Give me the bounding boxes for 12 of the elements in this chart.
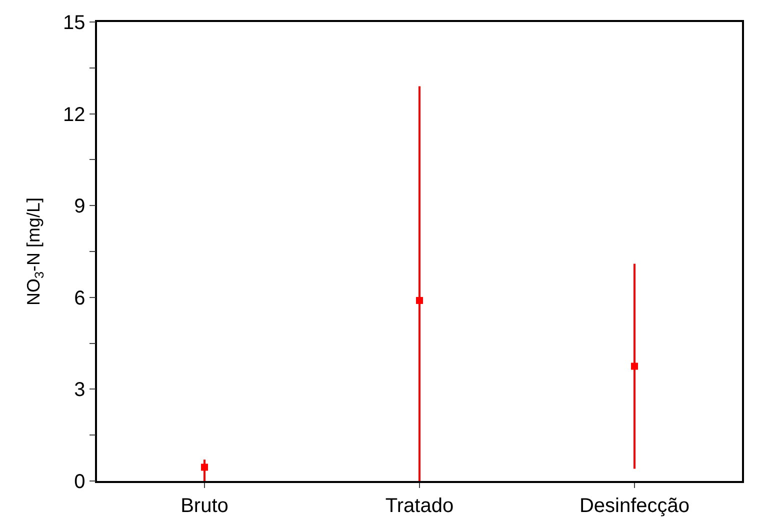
x-tick-label: Tratado bbox=[385, 494, 454, 517]
point bbox=[201, 464, 208, 471]
y-tick-label: 15 bbox=[63, 12, 86, 34]
x-tick-label: Desinfecção bbox=[579, 494, 690, 517]
y-tick-label: 3 bbox=[74, 379, 86, 402]
y-tick-label: 9 bbox=[74, 196, 86, 218]
x-tick-label: Bruto bbox=[180, 494, 228, 517]
point bbox=[416, 296, 423, 304]
point bbox=[631, 362, 638, 370]
y-tick-label: 0 bbox=[74, 471, 86, 493]
y-tick-label: 6 bbox=[74, 287, 86, 310]
y-tick-label: 12 bbox=[63, 104, 86, 126]
